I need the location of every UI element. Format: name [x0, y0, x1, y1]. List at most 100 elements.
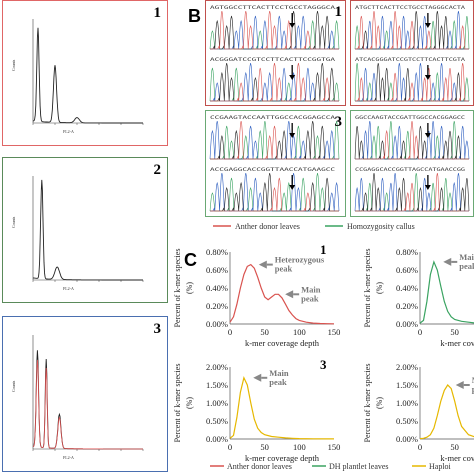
- kmer-chart-4: 0.00%0.50%1.00%1.50%2.00%0501k-mer cover…: [363, 362, 474, 463]
- arrow-down-icon: [424, 75, 431, 80]
- x-axis-label: k-mer coverage de: [440, 338, 474, 348]
- flow-histogram: Counts FL2-A: [11, 335, 144, 460]
- legend-label: DH plantlet leaves: [329, 462, 389, 471]
- histogram-overlay-curve: [32, 359, 143, 450]
- x-tick-label: 0: [228, 442, 232, 452]
- y-axis-label: (%): [185, 282, 194, 294]
- base-call-text: GGCCAAGTACCGATTGGCCACGGAGCC: [355, 115, 465, 121]
- chart-number: 1: [320, 242, 327, 257]
- base-call-text: CCGAGGCACCGGTTAGCCATGAACCGG: [355, 167, 465, 173]
- kmer-chart-2: 0.00%0.20%0.40%0.60%0.80%0501k-mer cover…: [363, 247, 474, 348]
- chromatogram-box-1: 1 AGTGGCCTTCACTTCCTGCCTAGGGCA ACGGGATCCGT…: [205, 0, 346, 106]
- y-tick-label: 0.40%: [396, 283, 418, 293]
- flow-panel-3: 3 Counts FL2-A: [2, 316, 168, 472]
- histogram-curve: [33, 27, 143, 124]
- x-tick-label: 100: [293, 327, 306, 337]
- y-axis-label: Counts: [11, 380, 16, 392]
- series-line: [419, 384, 474, 440]
- y-tick-label: 0.80%: [396, 247, 418, 257]
- chromatogram: GGCCAAGTACCGATTGGCCACGGAGCC CCGAGGCACCGGT…: [354, 115, 470, 212]
- x-tick-label: 0: [418, 327, 422, 337]
- chromatogram-box-4: GGCCAAGTACCGATTGGCCACGGAGCC CCGAGGCACCGGT…: [350, 110, 474, 217]
- legend-label: Anther donor leaves: [227, 462, 292, 471]
- y-tick-label: 2.00%: [396, 362, 418, 372]
- y-axis-label: Percent of k-mer species: [363, 249, 372, 328]
- base-call-text: ACCGAGGCACCGGTTAACCATGAAGCC: [210, 167, 335, 173]
- x-tick-label: 150: [328, 327, 341, 337]
- y-tick-label: 0.80%: [206, 247, 228, 257]
- histogram-curve: [32, 179, 143, 281]
- y-tick-label: 0.20%: [396, 301, 418, 311]
- arrow-left-icon: [258, 260, 267, 269]
- arrow-down-icon: [424, 23, 431, 28]
- y-tick-label: 0.40%: [206, 283, 228, 293]
- legend-label-callus: Homozygosity callus: [347, 222, 415, 231]
- y-tick-label: 0.00%: [206, 434, 228, 444]
- peak-annotation: Main: [269, 368, 289, 378]
- panel-number: 2: [153, 162, 162, 178]
- x-tick-label: 50: [260, 327, 269, 337]
- y-tick-label: 1.00%: [396, 398, 418, 408]
- y-tick-label: 0.60%: [396, 265, 418, 275]
- chromatogram: CCGAAGTACCAATTGGCCACGGAGCCA ACCGAGGCACCGG…: [209, 115, 340, 212]
- arrow-left-icon: [455, 381, 464, 389]
- legend-b: Anther donor leaves Homozygosity callus: [213, 222, 415, 231]
- trace-T: [210, 120, 339, 160]
- peak-annotation: Main: [459, 252, 474, 262]
- flow-panel-2: 2 Counts FL2-A: [2, 157, 168, 303]
- panel-letter-b: B: [188, 6, 201, 26]
- x-axis-label: FL2-A: [63, 455, 74, 460]
- y-tick-label: 0.50%: [206, 416, 228, 426]
- y-axis-label: Percent of k-mer species: [173, 249, 182, 328]
- trace-T: [210, 62, 339, 102]
- y-axis-label: Counts: [11, 59, 16, 71]
- chromatogram: AGTGGCCTTCACTTCCTGCCTAGGGCA ACGGGATCCGTCC…: [209, 5, 340, 102]
- series-line: [229, 263, 335, 325]
- arrow-left-icon: [253, 373, 262, 382]
- chromatogram-box-2: ATGCTTCACTTCCTGCCTAGGGCACTA ATCACGGGATCCG…: [350, 0, 474, 106]
- x-axis-label: k-mer coverage depth: [245, 453, 320, 463]
- x-axis-label: k-mer coverage depth: [245, 338, 320, 348]
- panel-number: 1: [334, 4, 343, 20]
- y-axis-label: Percent of k-mer species: [363, 364, 372, 443]
- flow-histogram: Counts FL2-A: [11, 19, 144, 134]
- chromatogram-box-3: 3 CCGAAGTACCAATTGGCCACGGAGCCA ACCGAGGCACC…: [205, 110, 346, 217]
- x-axis-label: k-mer coverage de: [440, 453, 474, 463]
- peak-annotation: Main: [472, 375, 474, 385]
- arrow-down-icon: [289, 185, 296, 190]
- trace-T: [355, 62, 469, 102]
- flow-histogram: Counts FL2-A: [11, 176, 144, 291]
- y-tick-label: 0.00%: [396, 319, 418, 329]
- x-tick-label: 50: [450, 442, 459, 452]
- flow-panel-1: 1 Counts FL2-A: [2, 0, 168, 146]
- y-tick-label: 1.50%: [206, 380, 228, 390]
- base-call-text: ACGGGATCCGTCCTTCACTTCCGGTGA: [210, 57, 335, 63]
- arrow-down-icon: [424, 185, 431, 190]
- arrow-down-icon: [424, 133, 431, 138]
- x-axis-label: FL2-A: [63, 286, 74, 291]
- trace-T: [355, 10, 469, 50]
- peak-annotation: peak: [472, 384, 474, 394]
- y-tick-label: 2.00%: [206, 362, 228, 372]
- x-tick-label: 50: [450, 327, 459, 337]
- base-call-text: ATCACGGGATCCGTCCTTCACTTCGTA: [355, 57, 465, 63]
- histogram-curve: [32, 350, 143, 450]
- base-call-text: CCGAAGTACCAATTGGCCACGGAGCCA: [210, 115, 335, 121]
- y-tick-label: 0.00%: [206, 319, 228, 329]
- trace-G: [210, 62, 339, 102]
- x-tick-label: 50: [260, 442, 269, 452]
- arrow-down-icon: [289, 133, 296, 138]
- x-tick-label: 100: [293, 442, 306, 452]
- base-call-text: AGTGGCCTTCACTTCCTGCCTAGGGCA: [210, 5, 335, 11]
- peak-annotation: Heterozygous: [275, 255, 325, 265]
- y-tick-label: 1.00%: [206, 398, 228, 408]
- y-tick-label: 0.20%: [206, 301, 228, 311]
- panel-number: 3: [153, 321, 162, 337]
- y-axis-label: (%): [375, 282, 384, 294]
- y-axis-label: Percent of k-mer species: [173, 364, 182, 443]
- trace-T: [210, 10, 339, 50]
- trace-T: [210, 177, 339, 212]
- legend-label: Haploi: [429, 462, 452, 471]
- trace-T: [355, 172, 469, 212]
- series-line: [229, 376, 335, 440]
